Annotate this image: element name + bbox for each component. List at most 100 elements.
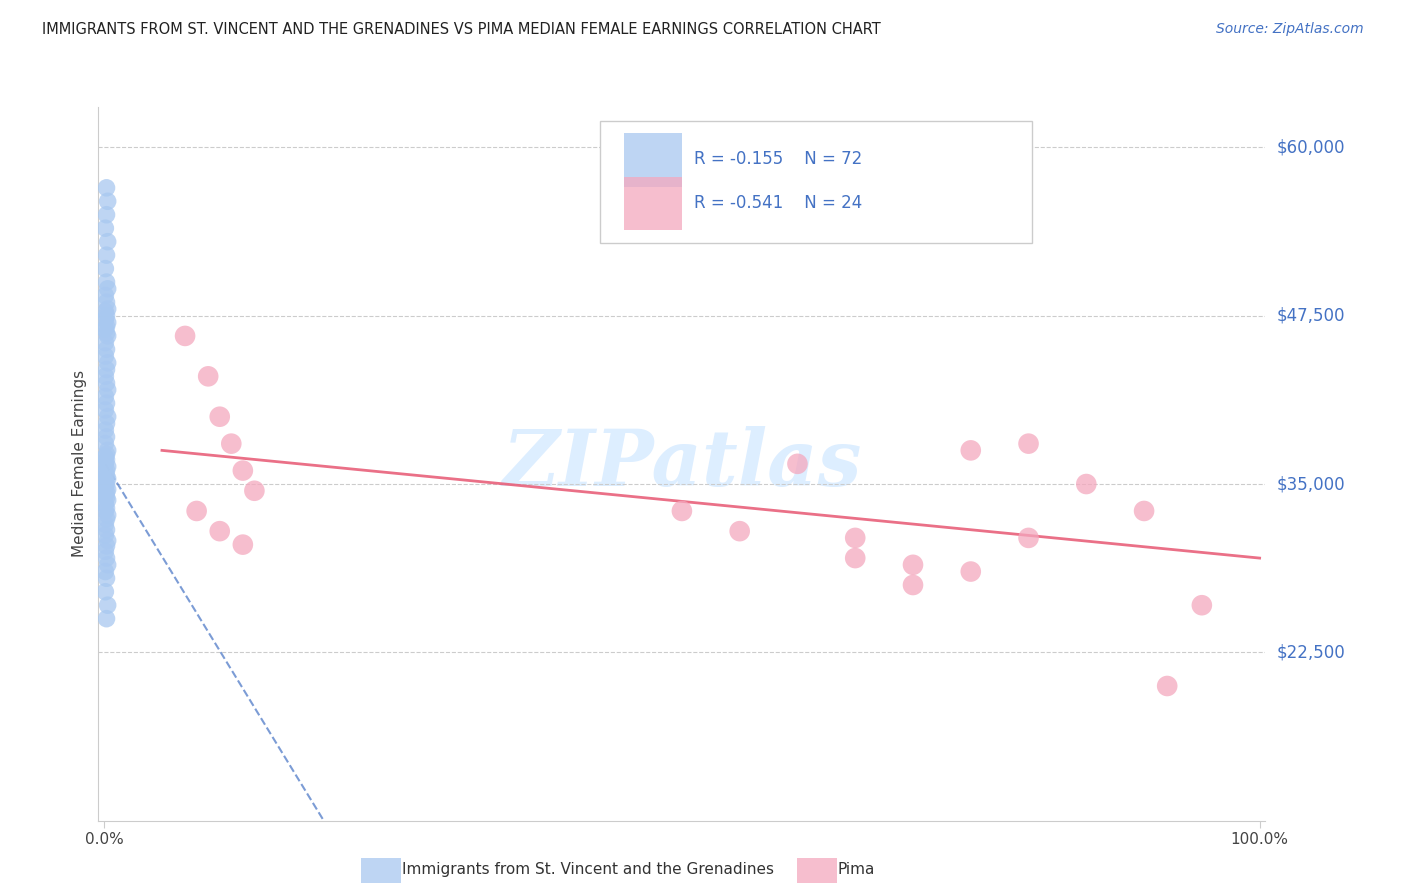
- Point: [97, 459, 120, 474]
- Point: [97, 598, 120, 612]
- Point: [97, 282, 120, 296]
- Point: [97, 356, 120, 370]
- Point: [96, 396, 118, 410]
- Point: [96, 343, 118, 357]
- Point: [844, 531, 866, 545]
- Text: Immigrants from St. Vincent and the Grenadines: Immigrants from St. Vincent and the Gren…: [402, 863, 775, 877]
- Text: R = -0.155    N = 72: R = -0.155 N = 72: [693, 150, 862, 168]
- Point: [1018, 436, 1040, 450]
- Point: [94, 517, 117, 532]
- Point: [94, 450, 117, 464]
- Point: [94, 261, 117, 276]
- Text: $35,000: $35,000: [1277, 475, 1346, 493]
- Point: [96, 326, 118, 341]
- Point: [97, 483, 120, 497]
- Point: [94, 475, 117, 489]
- Point: [94, 390, 117, 404]
- Point: [94, 288, 117, 302]
- Point: [786, 457, 808, 471]
- Point: [1133, 504, 1156, 518]
- Point: [94, 488, 117, 502]
- FancyBboxPatch shape: [600, 121, 1032, 243]
- Point: [96, 477, 118, 491]
- Y-axis label: Median Female Earnings: Median Female Earnings: [72, 370, 87, 558]
- Point: [97, 194, 120, 209]
- Point: [97, 329, 120, 343]
- Point: [94, 504, 117, 518]
- Text: Pima: Pima: [838, 863, 876, 877]
- Text: $22,500: $22,500: [1277, 643, 1346, 661]
- Text: R = -0.541    N = 24: R = -0.541 N = 24: [693, 194, 862, 211]
- Point: [96, 571, 118, 585]
- Point: [96, 523, 118, 537]
- Point: [208, 524, 231, 538]
- Point: [959, 565, 981, 579]
- Point: [232, 464, 254, 478]
- Point: [96, 491, 118, 505]
- Point: [94, 544, 117, 558]
- Point: [1156, 679, 1178, 693]
- Point: [96, 275, 118, 289]
- Point: [96, 551, 118, 566]
- Point: [97, 508, 120, 522]
- Point: [96, 512, 118, 526]
- Point: [94, 528, 117, 542]
- Point: [96, 295, 118, 310]
- Point: [94, 221, 117, 235]
- Point: [94, 497, 117, 511]
- Point: [96, 417, 118, 431]
- Text: $60,000: $60,000: [1277, 138, 1346, 156]
- Point: [94, 584, 117, 599]
- Point: [94, 335, 117, 350]
- Point: [174, 329, 197, 343]
- Point: [96, 464, 118, 478]
- Point: [94, 467, 117, 481]
- Text: ZIPatlas: ZIPatlas: [502, 425, 862, 502]
- Point: [96, 430, 118, 444]
- Point: [97, 301, 120, 316]
- Point: [901, 558, 924, 572]
- Point: [96, 309, 118, 323]
- Point: [97, 409, 120, 424]
- Point: [94, 312, 117, 326]
- Point: [96, 319, 118, 334]
- Point: [97, 383, 120, 397]
- Point: [97, 316, 120, 330]
- Point: [243, 483, 266, 498]
- Point: [97, 533, 120, 548]
- Point: [97, 472, 120, 486]
- Point: [1018, 531, 1040, 545]
- Point: [94, 304, 117, 318]
- Point: [96, 208, 118, 222]
- Point: [96, 485, 118, 500]
- Point: [96, 612, 118, 626]
- Point: [221, 436, 243, 450]
- Text: Source: ZipAtlas.com: Source: ZipAtlas.com: [1216, 22, 1364, 37]
- Point: [186, 504, 208, 518]
- Point: [97, 558, 120, 572]
- Point: [197, 369, 219, 384]
- Point: [671, 504, 693, 518]
- Point: [97, 235, 120, 249]
- Text: $47,500: $47,500: [1277, 307, 1346, 325]
- Text: IMMIGRANTS FROM ST. VINCENT AND THE GRENADINES VS PIMA MEDIAN FEMALE EARNINGS CO: IMMIGRANTS FROM ST. VINCENT AND THE GREN…: [42, 22, 882, 37]
- Point: [96, 447, 118, 461]
- Point: [844, 551, 866, 566]
- Point: [96, 376, 118, 390]
- Point: [208, 409, 231, 424]
- Point: [96, 181, 118, 195]
- Point: [959, 443, 981, 458]
- FancyBboxPatch shape: [623, 134, 682, 187]
- Point: [94, 369, 117, 384]
- Point: [94, 565, 117, 579]
- Point: [901, 578, 924, 592]
- Point: [1191, 598, 1213, 612]
- Point: [94, 457, 117, 471]
- Point: [728, 524, 751, 538]
- Point: [94, 349, 117, 363]
- Point: [94, 480, 117, 494]
- Point: [94, 322, 117, 336]
- Point: [97, 493, 120, 508]
- Point: [94, 403, 117, 417]
- Point: [96, 539, 118, 553]
